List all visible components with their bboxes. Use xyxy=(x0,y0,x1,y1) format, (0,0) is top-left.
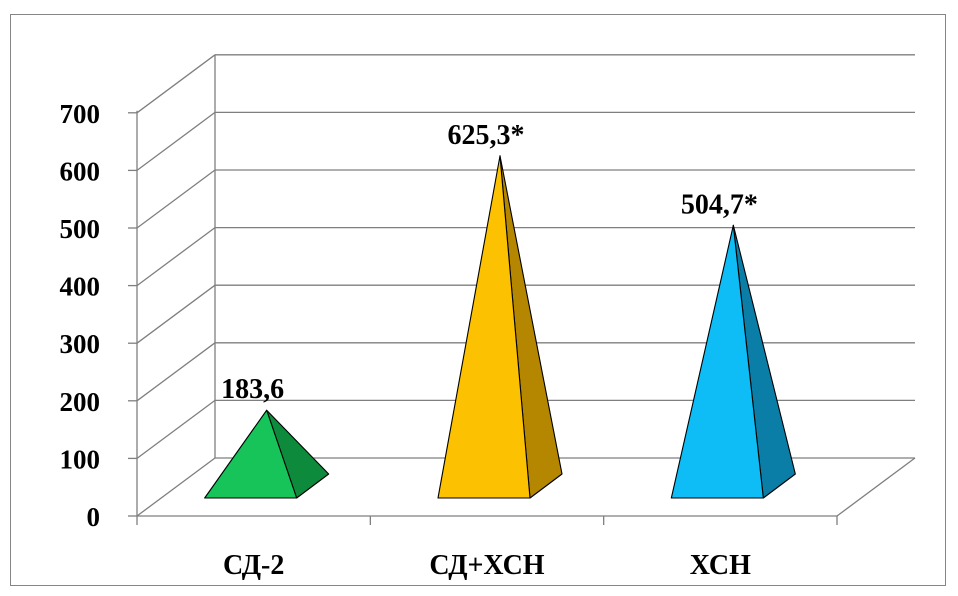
y-tick-label-2: 200 xyxy=(60,387,101,417)
x-category-label-2: ХСН xyxy=(690,550,751,581)
floor-right-edge xyxy=(836,457,916,517)
y-tick-label-1: 100 xyxy=(60,444,101,474)
data-label-1: 625,3* xyxy=(448,120,525,151)
y-tick-label-3: 300 xyxy=(60,329,101,359)
pyramid-front-1 xyxy=(437,155,531,499)
y-tick-label-4: 400 xyxy=(60,272,101,302)
gridline-side-2 xyxy=(136,342,216,402)
gridline-side-6 xyxy=(136,111,216,171)
gridline-side-7 xyxy=(136,54,216,114)
gridline-side-1 xyxy=(136,399,216,459)
y-tick-label-7: 700 xyxy=(60,99,101,129)
bar-layer xyxy=(204,155,796,499)
gridline-side-4 xyxy=(136,227,216,287)
data-label-0: 183,6 xyxy=(221,374,284,405)
y-tick-label-5: 500 xyxy=(60,214,101,244)
pyramid-front-2 xyxy=(670,224,764,499)
x-category-label-1: СД+ХСН xyxy=(429,550,544,581)
axis-layer xyxy=(128,54,916,525)
y-tick-label-6: 600 xyxy=(60,156,101,186)
label-layer: 0 100 200 300 400 500 600 700 183,6 СД-2 625,3* СД+… xyxy=(60,99,758,581)
pyramid-front-0 xyxy=(204,409,298,499)
x-category-label-0: СД-2 xyxy=(223,550,284,581)
data-label-2: 504,7* xyxy=(681,189,758,220)
y-tick-label-0: 0 xyxy=(87,502,101,532)
gridline-side-0 xyxy=(136,457,216,517)
grid-layer xyxy=(136,54,915,517)
gridline-side-3 xyxy=(136,284,216,344)
gridline-side-5 xyxy=(136,169,216,229)
